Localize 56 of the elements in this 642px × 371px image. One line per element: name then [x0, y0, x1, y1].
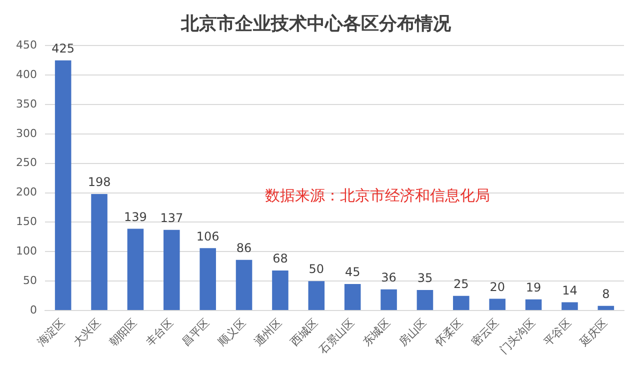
bar [525, 299, 542, 310]
data-label: 35 [417, 271, 433, 286]
bar [380, 289, 397, 310]
bar [344, 284, 361, 310]
data-label: 139 [124, 210, 147, 224]
x-tick-label: 怀柔区 [432, 316, 466, 350]
bar [164, 230, 180, 310]
y-tick-label: 450 [16, 38, 37, 52]
bar [272, 270, 288, 310]
x-tick-label: 大兴区 [70, 316, 104, 349]
y-tick-label: 400 [16, 68, 37, 81]
y-tick-label: 250 [16, 156, 37, 170]
chart-title: 北京市企业技术中心各区分布情况 [180, 13, 452, 34]
data-label: 19 [526, 280, 542, 294]
x-tick-label: 朝阳区 [107, 316, 140, 349]
x-tick-label: 通州区 [252, 316, 284, 349]
x-tick-label: 房山区 [396, 316, 430, 349]
data-label: 137 [160, 211, 184, 226]
y-tick-label: 100 [16, 244, 37, 258]
x-tick-label: 海淀区 [34, 316, 68, 349]
bar [127, 228, 144, 310]
x-tick-label: 东城区 [360, 316, 393, 349]
x-tick-label: 丰台区 [143, 316, 176, 349]
bar [562, 302, 578, 310]
bar [308, 281, 325, 310]
data-label: 8 [602, 286, 610, 301]
y-tick-label: 0 [30, 303, 37, 316]
data-label: 25 [454, 276, 469, 291]
x-tick-label: 延庆区 [576, 316, 610, 350]
data-label: 14 [562, 283, 578, 298]
data-label: 36 [381, 270, 396, 284]
data-label: 106 [196, 229, 220, 244]
bar [453, 296, 470, 310]
bar [489, 298, 506, 310]
data-label: 45 [344, 265, 360, 280]
data-label: 68 [272, 252, 288, 266]
x-tick-label: 平谷区 [541, 316, 574, 349]
y-tick-label: 200 [16, 186, 37, 199]
data-label: 20 [490, 280, 505, 294]
x-tick-label: 昌平区 [179, 316, 212, 349]
data-label: 425 [52, 41, 75, 56]
bar [598, 306, 614, 310]
data-label: 50 [308, 262, 324, 276]
y-tick-label: 50 [22, 274, 37, 287]
bar [416, 290, 434, 310]
bar [200, 248, 216, 310]
bar [91, 194, 108, 310]
y-tick-label: 150 [16, 215, 37, 228]
data-label: 86 [236, 241, 252, 256]
x-tick-label: 顺义区 [216, 316, 248, 349]
y-tick-label: 350 [16, 97, 37, 110]
bar [236, 260, 252, 310]
bar [54, 60, 72, 310]
annotation: 数据来源：北京市经济和信息化局 [265, 186, 490, 205]
y-tick-label: 300 [16, 126, 37, 140]
data-label: 198 [88, 175, 111, 190]
